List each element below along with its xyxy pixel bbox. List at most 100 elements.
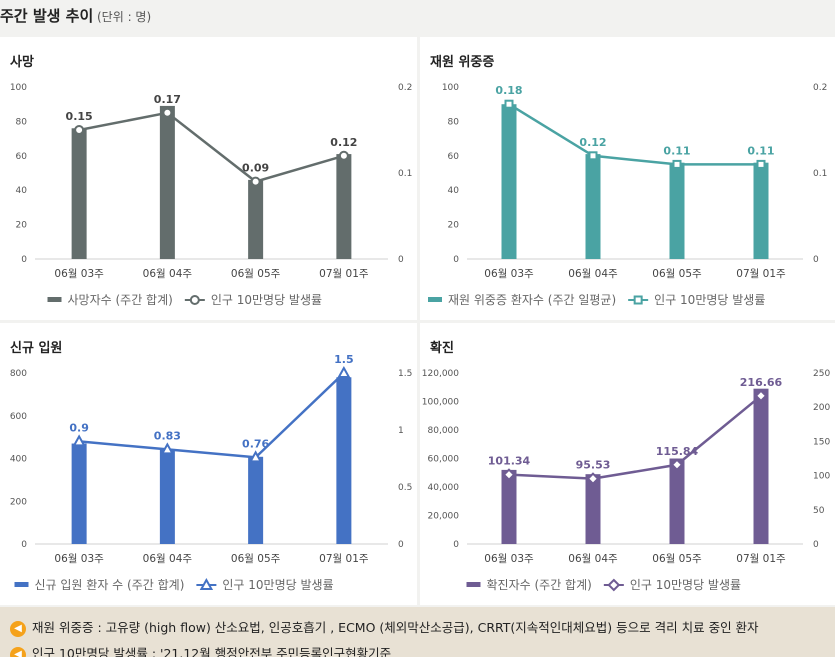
legend: 확진자수 (주간 합계) 인구 10만명당 발생률 [466, 578, 741, 592]
legend-label-line: 인구 10만명당 발생률 [630, 578, 741, 592]
footnotes: ◀ 재원 위중증 : 고유량 (high flow) 산소요법, 인공호흡기 , … [0, 607, 835, 657]
y2-tick-label: 0.1 [813, 169, 827, 179]
x-tick-label: 07월 01주 [319, 553, 369, 565]
bar [669, 162, 685, 259]
speaker-icon: ◀ [10, 646, 26, 657]
legend-swatch-bars [466, 582, 481, 587]
line-marker [160, 442, 175, 455]
legend-label-bars: 확진자수 (주간 합계) [487, 578, 592, 592]
line-marker [502, 468, 516, 482]
y2-tick-label: 100 [813, 472, 830, 482]
bar [159, 449, 175, 544]
line-marker [588, 151, 598, 161]
y-tick-label: 100 [442, 83, 459, 93]
data-label: 0.09 [242, 162, 269, 175]
x-tick-label: 06월 05주 [231, 268, 281, 280]
y2-tick-label: 0 [813, 255, 819, 265]
y2-tick-label: 150 [813, 437, 830, 447]
y-tick-label: 40,000 [428, 483, 460, 493]
data-label: 216.66 [740, 376, 783, 389]
bar [585, 474, 601, 544]
legend-swatch-bars [428, 297, 442, 302]
rate-line [508, 394, 762, 480]
x-tick-label: 07월 01주 [736, 268, 786, 280]
bar [585, 154, 601, 259]
x-tick-label: 06월 03주 [54, 268, 104, 280]
line-marker [337, 365, 351, 378]
legend-swatch-bars [14, 582, 29, 587]
y-tick-label: 100 [10, 83, 27, 93]
y-tick-label: 20 [448, 221, 460, 231]
y-tick-label: 80,000 [428, 426, 460, 436]
page-title: 주간 발생 추이 [0, 7, 94, 25]
x-tick-label: 06월 05주 [652, 268, 702, 280]
data-label: 0.15 [66, 110, 93, 123]
y2-tick-label: 0.2 [398, 83, 412, 93]
y2-tick-label: 0 [398, 255, 404, 265]
x-tick-label: 06월 04주 [143, 268, 193, 280]
y2-tick-label: 1 [398, 426, 404, 436]
speaker-icon: ◀ [10, 620, 26, 637]
line-marker [162, 107, 173, 118]
y2-tick-label: 200 [813, 403, 830, 413]
legend-marker [633, 295, 643, 305]
line-marker [754, 389, 768, 403]
bar [501, 104, 517, 259]
bar [71, 128, 87, 259]
footnote-population: ◀ 인구 10만명당 발생률 : '21.12월 행정안전부 주민등록인구현황기준 [10, 643, 391, 657]
data-label: 0.76 [242, 437, 269, 450]
chart-panel-confirmed: 확진 0 20,000 40,000 60,000 80,000 100,000 120,0… [420, 323, 835, 605]
x-tick-label: 06월 04주 [568, 553, 618, 565]
y2-tick-label: 50 [813, 506, 825, 516]
chart-panel-deaths: 사망 0 20 40 60 80 100 0 0.1 0.2 0.15 0.17 0.09 0.12 06… [0, 37, 417, 320]
x-tick-label: 07월 01주 [319, 268, 369, 280]
y-tick-label: 40 [448, 186, 460, 196]
y2-tick-label: 0 [813, 540, 819, 550]
y2-tick-label: 0.2 [813, 83, 827, 93]
panel-title: 확진 [430, 341, 454, 356]
bar [336, 377, 352, 544]
y-tick-label: 800 [10, 369, 27, 379]
x-tick-label: 06월 04주 [143, 553, 193, 565]
data-label: 0.11 [747, 144, 774, 157]
legend: 사망자수 (주간 합계) 인구 10만명당 발생률 [47, 293, 322, 307]
y2-tick-label: 0 [398, 540, 404, 550]
admission-chart: 0 200 400 600 800 0 0.5 1 1.5 0.9 0.83 0.76 1.5 06월 0… [10, 353, 413, 592]
panel-title: 신규 입원 [10, 341, 63, 356]
y-tick-label: 0 [21, 255, 27, 265]
deaths-chart: 0 20 40 60 80 100 0 0.1 0.2 0.15 0.17 0.09 0.12 06월 0… [10, 83, 413, 307]
y2-tick-label: 0.1 [398, 169, 412, 179]
line-marker [504, 99, 514, 109]
y-tick-label: 20,000 [428, 512, 460, 522]
y-tick-label: 60 [448, 152, 460, 162]
y2-tick-label: 250 [813, 369, 830, 379]
confirmed-chart: 0 20,000 40,000 60,000 80,000 100,000 120,000 0… [422, 369, 831, 592]
bar [159, 105, 175, 259]
bar [753, 162, 769, 259]
data-label: 95.53 [576, 459, 611, 472]
line-marker [248, 450, 263, 463]
y-tick-label: 600 [10, 412, 27, 422]
y-tick-label: 0 [453, 540, 459, 550]
line-marker [756, 159, 766, 169]
x-tick-label: 06월 03주 [54, 553, 104, 565]
x-tick-label: 06월 03주 [484, 268, 534, 280]
legend-marker [607, 578, 621, 592]
data-label: 0.11 [663, 144, 690, 157]
bar [248, 179, 264, 259]
unit-label: (단위 : 명) [97, 10, 152, 24]
y-tick-label: 100,000 [422, 398, 459, 408]
data-label: 0.18 [495, 84, 522, 97]
bar [669, 458, 685, 544]
chart-panel-severe: 재원 위중증 0 20 40 60 80 100 0 0.1 0.2 0.18 0.12 0.11 0.… [420, 37, 835, 320]
bar [501, 469, 517, 544]
y2-tick-label: 0.5 [398, 483, 412, 493]
rate-line [508, 103, 761, 166]
rate-line [79, 372, 345, 459]
panel-title: 재원 위중증 [430, 55, 495, 70]
data-label: 1.5 [334, 353, 354, 366]
bar [336, 154, 352, 259]
data-label: 101.34 [488, 455, 531, 468]
y-tick-label: 400 [10, 455, 27, 465]
legend-label-line: 인구 10만명당 발생률 [654, 293, 765, 307]
